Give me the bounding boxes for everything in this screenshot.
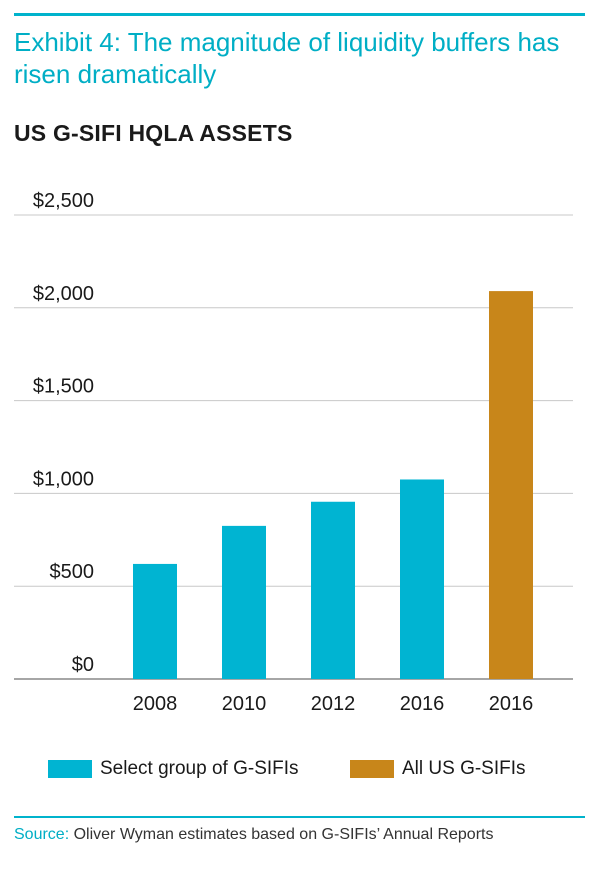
x-tick-label: 2008 xyxy=(133,693,178,715)
legend-item-all-us: All US G-SIFIs xyxy=(350,758,526,780)
y-tick-label: $500 xyxy=(50,561,95,583)
source-prefix: Source: xyxy=(14,826,70,843)
bottom-divider xyxy=(14,816,585,818)
bar-all-us xyxy=(489,291,533,679)
x-tick-label: 2012 xyxy=(311,693,356,715)
bar-select-group xyxy=(133,563,177,679)
y-tick-label: $2,000 xyxy=(33,283,94,305)
legend-swatch-all-us xyxy=(350,760,394,778)
y-tick-label: $2,500 xyxy=(33,190,94,212)
y-tick-label: $1,000 xyxy=(33,468,94,490)
legend-swatch-select-group xyxy=(48,760,92,778)
bar-select-group xyxy=(311,501,355,679)
y-tick-label: $1,500 xyxy=(33,376,94,398)
x-tick-label: 2010 xyxy=(222,693,267,715)
bar-select-group xyxy=(400,479,444,679)
x-tick-label: 2016 xyxy=(400,693,445,715)
legend-label-select-group: Select group of G-SIFIs xyxy=(100,758,299,779)
exhibit-title: Exhibit 4: The magnitude of liquidity bu… xyxy=(14,27,560,89)
legend-label-all-us: All US G-SIFIs xyxy=(402,758,526,779)
x-tick-label: 2016 xyxy=(489,693,534,715)
bar-select-group xyxy=(222,525,266,679)
hqla-bar-chart: $0 $500 $1,000 $1,500 $2,000 $2,500 2008 2010 20… xyxy=(14,190,573,715)
source-text: Oliver Wyman estimates based on G-SIFIs’… xyxy=(69,826,494,843)
legend-item-select-group: Select group of G-SIFIs xyxy=(48,758,299,780)
source-note: Source: Oliver Wyman estimates based on … xyxy=(14,826,493,844)
top-divider xyxy=(14,13,585,16)
chart-heading: US G-SIFI HQLA ASSETS xyxy=(14,120,293,146)
y-tick-label: $0 xyxy=(72,654,94,676)
